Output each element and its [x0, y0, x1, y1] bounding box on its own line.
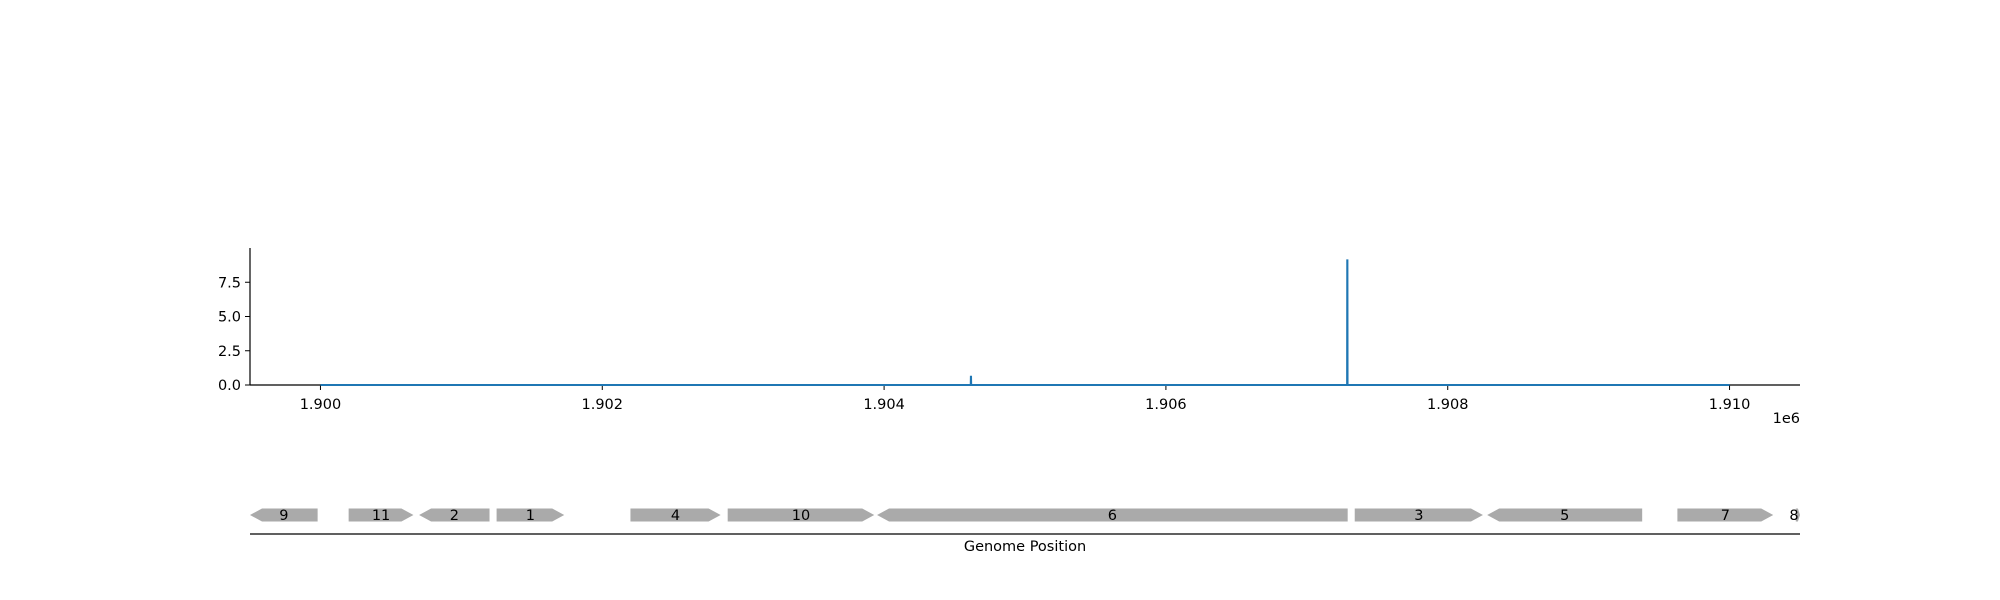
x-offset-label: 1e6 [1773, 411, 1800, 427]
gene-arrow [1795, 508, 1800, 522]
gene-label: 8 [1789, 508, 1798, 524]
coverage-line [320, 259, 1730, 386]
x-tick-label: 1.904 [863, 397, 905, 413]
gene-arrow [419, 508, 490, 522]
x-axis-title: Genome Position [964, 539, 1086, 555]
gene-label: 5 [1560, 508, 1569, 524]
x-tick-label: 1.900 [300, 397, 342, 413]
gene-arrow [348, 508, 414, 522]
gene-label: 7 [1721, 508, 1730, 524]
gene-arrow [496, 508, 565, 522]
gene-arrow [630, 508, 721, 522]
gene-label: 2 [450, 508, 459, 524]
x-tick-label: 1.906 [1145, 397, 1187, 413]
gene-arrow [250, 508, 318, 522]
gene-arrow [1677, 508, 1774, 522]
y-tick-label: 0.0 [218, 378, 241, 394]
gene-label: 6 [1108, 508, 1117, 524]
gene-label: 4 [671, 508, 680, 524]
gene-label: 1 [526, 508, 535, 524]
coverage-plot: 0.0 2.5 5.0 7.5 1.900 1.902 1.904 1.906 1.908 1.9… [218, 248, 1800, 427]
x-tick-label: 1.908 [1427, 397, 1469, 413]
gene-arrow [1487, 508, 1643, 522]
y-tick-label: 5.0 [218, 310, 241, 326]
gene-label: 9 [279, 508, 288, 524]
y-tick-label: 2.5 [218, 344, 241, 360]
x-tick-label: 1.910 [1709, 397, 1751, 413]
gene-label: 3 [1414, 508, 1423, 524]
y-tick-label: 7.5 [218, 275, 241, 291]
gene-arrow [1354, 508, 1483, 522]
x-tick-label: 1.902 [582, 397, 624, 413]
gene-arrow [877, 508, 1348, 522]
gene-arrow [727, 508, 875, 522]
gene-label: 11 [372, 508, 390, 524]
gene-label: 10 [792, 508, 810, 524]
